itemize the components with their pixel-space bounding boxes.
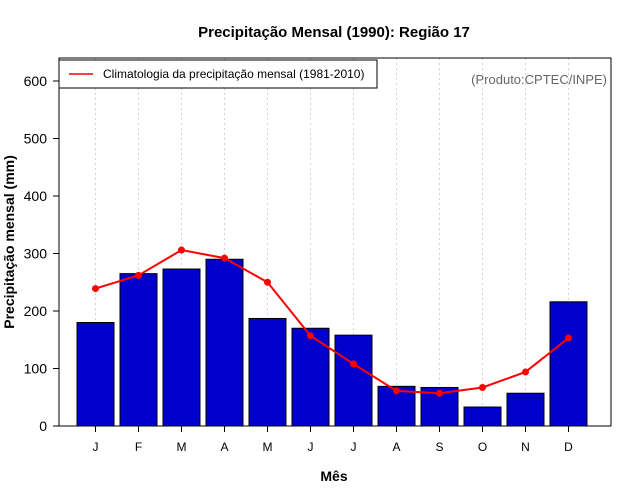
climatology-point-2 — [178, 246, 185, 254]
climatology-point-10 — [522, 368, 529, 376]
bar-6 — [334, 334, 373, 427]
x-tick-label-0: J — [93, 440, 99, 454]
legend: Climatologia da precipitação mensal (198… — [58, 59, 378, 89]
climatology-point-11 — [565, 334, 572, 342]
bar-3 — [205, 258, 244, 427]
climatology-point-7 — [393, 387, 400, 395]
bar-10 — [506, 392, 545, 427]
x-tick-label-5: J — [308, 440, 314, 454]
bar-11 — [549, 301, 588, 427]
credit-text: (Produto:CPTEC/INPE) — [471, 72, 607, 87]
climatology-point-0 — [92, 285, 99, 293]
y-tick-label-5: 500 — [24, 131, 48, 147]
climatology-line — [95, 248, 570, 395]
x-tick-label-2: M — [177, 440, 187, 454]
x-tick-label-6: J — [351, 440, 357, 454]
plot-frame — [58, 57, 612, 427]
y-tick-label-4: 400 — [24, 188, 48, 204]
y-tick-label-1: 100 — [24, 361, 48, 377]
climatology-point-1 — [135, 271, 142, 279]
climatology-point-8 — [436, 389, 443, 397]
line-layer — [92, 246, 572, 397]
bar-5 — [291, 327, 330, 427]
bars-layer — [76, 258, 588, 427]
y-tick-label-0: 0 — [39, 418, 47, 434]
x-tick-label-9: O — [478, 440, 487, 454]
y-axis-label: Precipitação mensal (mm) — [1, 155, 17, 329]
bar-1 — [119, 273, 158, 427]
climatology-point-4 — [264, 278, 271, 286]
bar-0 — [76, 322, 115, 427]
bar-9 — [463, 406, 502, 427]
bar-2 — [162, 268, 201, 427]
climatology-point-6 — [350, 360, 357, 368]
bar-4 — [248, 317, 287, 427]
legend-box — [58, 59, 378, 89]
x-tick-label-10: N — [521, 440, 530, 454]
x-tick-label-8: S — [435, 440, 443, 454]
chart-title: Precipitação Mensal (1990): Região 17 — [198, 24, 470, 41]
x-tick-label-1: F — [135, 440, 142, 454]
climatology-point-5 — [307, 332, 314, 340]
x-tick-label-4: M — [263, 440, 273, 454]
climatology-point-9 — [479, 383, 486, 391]
y-axis: 0 100 200 300 400 500 600 — [24, 73, 59, 434]
y-tick-label-2: 200 — [24, 303, 48, 319]
x-axis-label: Mês — [320, 468, 347, 484]
climatology-point-3 — [221, 254, 228, 262]
y-tick-label-3: 300 — [24, 246, 48, 262]
legend-entry-climatology: Climatologia da precipitação mensal (198… — [103, 67, 364, 81]
x-tick-label-11: D — [564, 440, 573, 454]
y-tick-label-6: 600 — [24, 73, 48, 89]
x-tick-label-3: A — [220, 440, 228, 454]
x-tick-label-7: A — [392, 440, 400, 454]
